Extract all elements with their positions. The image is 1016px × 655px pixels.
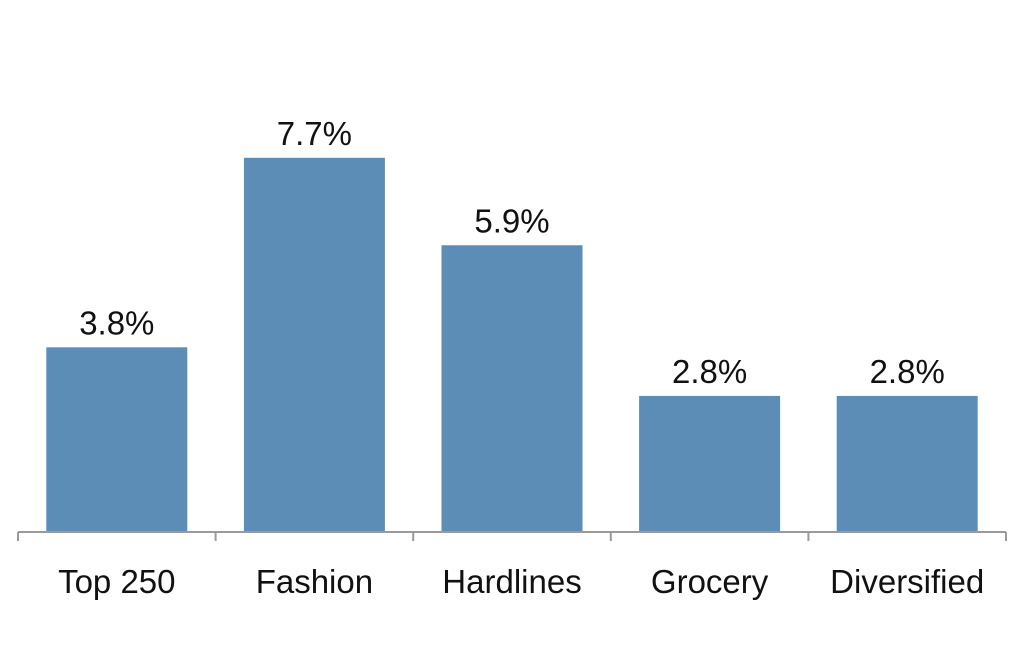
x-axis-ticks	[17, 532, 1007, 541]
bars-group	[46, 157, 978, 532]
data-label: 5.9%	[474, 202, 549, 239]
bar-hardlines	[441, 245, 583, 532]
x-axis-tick-labels: Top 250 Fashion Hardlines Grocery Diversifie…	[58, 563, 984, 600]
data-label: 2.8%	[870, 353, 945, 390]
x-axis-tick-label: Diversified	[830, 563, 984, 600]
bar-diversified	[836, 395, 978, 532]
x-axis-tick-label: Hardlines	[442, 563, 581, 600]
bar-fashion	[243, 157, 385, 532]
data-labels-group: 3.8% 7.7% 5.9% 2.8% 2.8%	[79, 115, 945, 390]
x-axis-tick-label: Fashion	[256, 563, 373, 600]
data-label: 7.7%	[277, 115, 352, 152]
bar-top-250	[46, 347, 188, 532]
x-axis-tick-label: Grocery	[651, 563, 769, 600]
x-axis-tick-label: Top 250	[58, 563, 175, 600]
data-label: 3.8%	[79, 304, 154, 341]
bar-grocery	[639, 395, 781, 532]
data-label: 2.8%	[672, 353, 747, 390]
